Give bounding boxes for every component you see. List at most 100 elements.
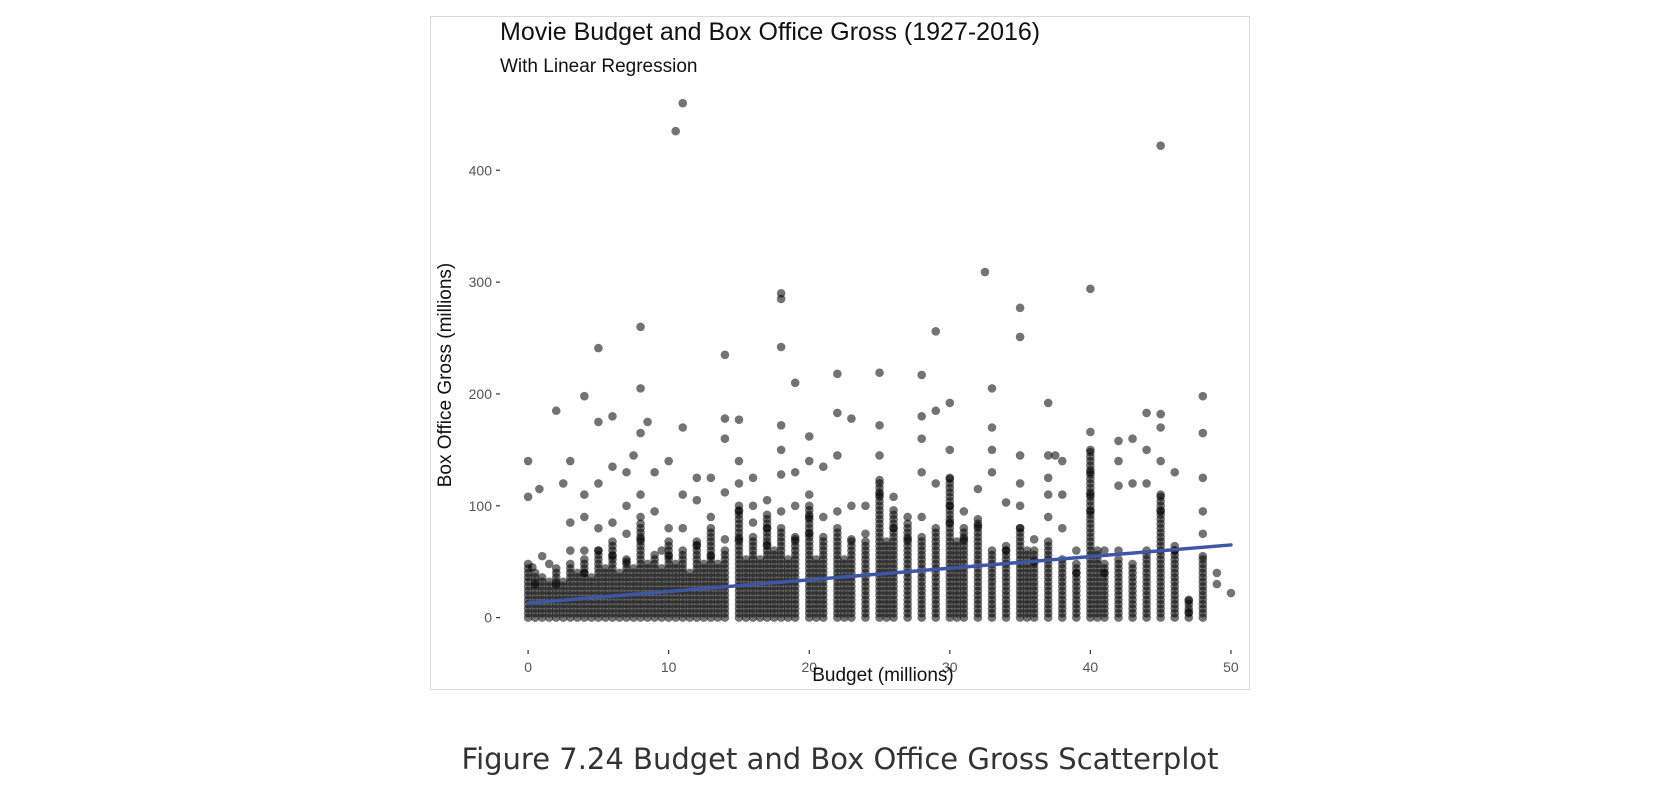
data-point [833,507,842,516]
data-point [987,445,997,455]
data-point [713,559,723,569]
data-point [1043,398,1053,408]
x-tick-label: 50 [1223,659,1239,675]
data-point [1100,546,1109,555]
data-point [917,370,926,380]
points-layer [523,98,1236,622]
data-point [987,423,997,432]
data-point [917,532,926,542]
data-point [608,551,617,561]
x-tick-label: 30 [942,659,958,675]
data-point [622,529,631,539]
data-point [776,507,786,516]
data-point [636,428,645,438]
data-point [987,384,997,393]
data-point [917,512,926,522]
data-point [790,467,800,477]
data-point [903,535,912,544]
data-point [720,535,730,544]
data-point [720,434,730,443]
data-point [776,523,786,533]
data-point [1198,391,1208,401]
data-point [1156,456,1165,466]
data-point [847,501,856,511]
data-point [565,456,575,466]
data-point [1142,408,1151,418]
data-point [1156,409,1165,419]
data-point [650,550,659,560]
data-point [945,398,955,408]
data-point [608,518,617,527]
data-point [1114,555,1123,564]
data-point [1072,559,1081,569]
data-point [804,529,814,539]
data-point [811,555,821,564]
x-tick-label: 10 [661,659,677,675]
data-point [1015,501,1025,511]
data-point [987,546,997,555]
data-point [973,514,983,524]
data-point [987,467,997,477]
data-point [875,420,884,430]
data-point [875,490,884,499]
data-point [615,568,624,578]
data-point [1198,507,1208,516]
data-point [643,417,652,427]
data-point [664,456,673,466]
data-point [678,98,688,108]
x-axis-title: Budget (millions) [812,665,954,686]
data-point [1022,546,1032,555]
data-point [1043,451,1053,460]
y-axis: 0 100 200 300 400 [469,162,500,626]
data-point [973,521,983,531]
data-point [1057,490,1067,499]
data-point [1156,507,1165,516]
data-point [580,512,589,522]
data-point [819,532,828,542]
data-point [664,537,673,546]
data-point [664,551,673,561]
data-point [875,475,884,485]
data-point [1198,551,1208,561]
data-point [1212,568,1222,578]
data-point [776,470,786,479]
data-point [734,415,744,424]
data-point [840,555,849,564]
data-point [1043,490,1053,499]
data-point [1156,141,1165,150]
data-point [833,523,842,533]
data-point [551,579,561,589]
data-point [931,523,941,533]
data-point [1072,546,1081,555]
data-point [847,535,856,544]
data-point [833,369,842,379]
data-point [882,537,891,546]
data-point [594,417,603,427]
data-point [776,445,786,455]
data-point [685,568,695,578]
data-point [544,577,554,587]
data-point [861,537,870,546]
data-point [748,473,758,483]
data-point [776,342,786,352]
data-point [931,479,941,488]
data-point [678,490,688,499]
data-point [1015,523,1025,533]
data-point [917,434,926,443]
data-point [1015,303,1025,313]
data-point [720,546,730,555]
data-point [706,473,716,483]
data-point [720,488,730,497]
data-point [1156,423,1165,432]
data-point [565,518,575,527]
data-point [903,519,912,528]
chart-panel: Movie Budget and Box Office Gross (1927-… [430,16,1250,690]
data-point [1043,473,1053,483]
data-point [580,568,589,578]
data-point [762,510,772,520]
data-point [959,523,969,533]
data-point [1226,588,1236,598]
data-point [973,484,983,494]
data-point [790,535,800,544]
data-point [1114,481,1123,490]
